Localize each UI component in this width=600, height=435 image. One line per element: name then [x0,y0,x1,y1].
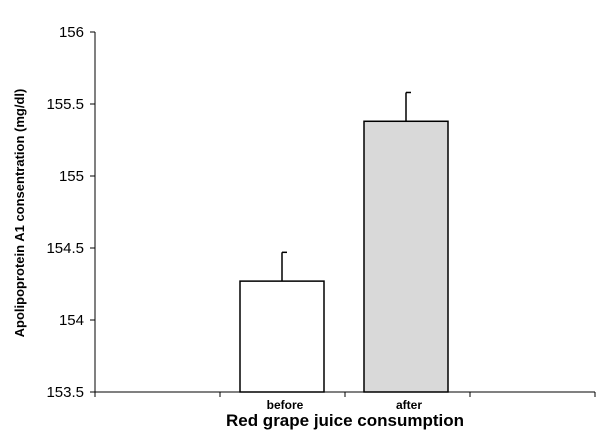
y-tick-label: 156 [59,24,84,41]
plot-area: 153.5 154 154.5 155 155.5 156 before after [46,24,596,412]
y-tick-label: 155.5 [46,96,84,113]
y-axis-label: Apolipoprotein A1 consentration (mg/dl) [12,89,27,338]
y-tick-label: 154 [59,312,84,329]
category-label-before: before [267,398,304,412]
y-tick-label: 154.5 [46,240,84,257]
y-tick-label: 155 [59,168,84,185]
bar-after [363,120,449,393]
bar-before [239,280,325,393]
y-tick-label: 153.5 [46,384,84,401]
category-label-after: after [396,398,422,412]
x-axis-label: Red grape juice consumption [226,411,464,430]
